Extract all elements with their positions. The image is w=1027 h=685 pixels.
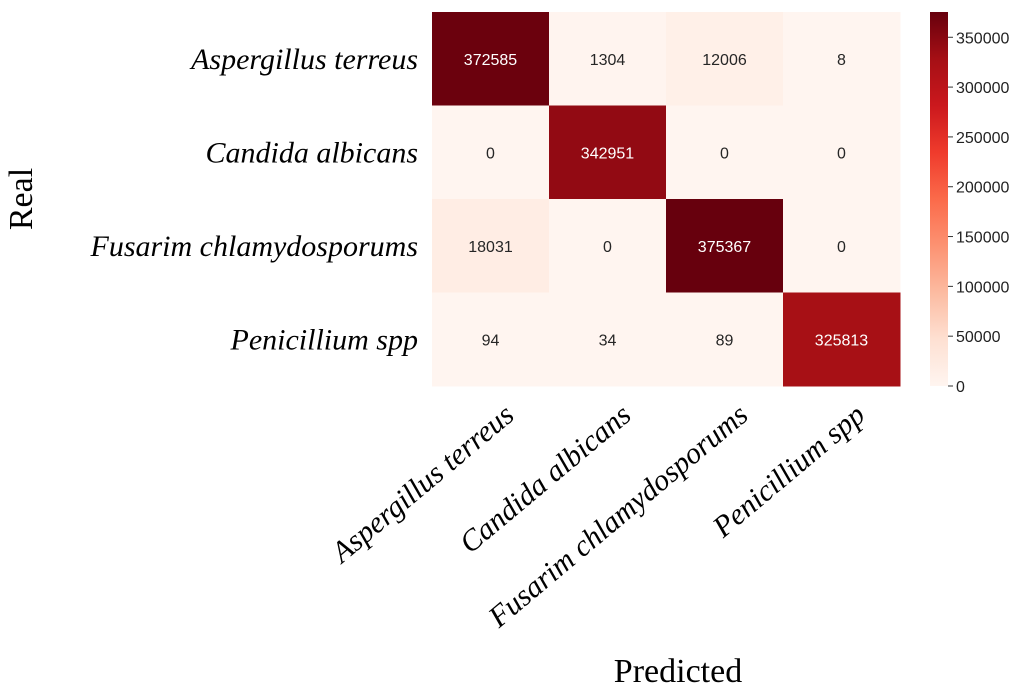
heatmap-cells: 372585 1304 12006 8 0 342951 0 0 18031 0 375367 0 94… <box>432 12 901 387</box>
cell-value-label: 0 <box>837 145 846 162</box>
colorbar-tick-label: 100000 <box>956 279 1009 296</box>
row-labels: Aspergillus terreus Candida albicans Fusar… <box>90 43 419 357</box>
colorbar-tick-label: 300000 <box>956 80 1009 97</box>
cell-value-label: 18031 <box>468 239 513 256</box>
colorbar-ticks: 0 50000 100000 150000 200000 250000 300000 3500… <box>948 30 1009 396</box>
cell-value-label: 0 <box>486 145 495 162</box>
heatmap-cell <box>549 292 667 387</box>
heatmap-cell <box>783 199 901 293</box>
colorbar: 0 50000 100000 150000 200000 250000 300000 3500… <box>930 12 1009 396</box>
heatmap-cell <box>549 12 667 106</box>
heatmap-cell <box>432 292 550 387</box>
heatmap-cell <box>666 199 784 293</box>
row-label: Penicillium spp <box>230 323 418 356</box>
cell-value-label: 94 <box>482 332 500 349</box>
row-label: Fusarim chlamydosporums <box>90 230 419 263</box>
cell-value-label: 0 <box>603 239 612 256</box>
cell-value-label: 89 <box>716 332 734 349</box>
colorbar-tick-label: 250000 <box>956 130 1009 147</box>
cell-value-label: 34 <box>599 332 617 349</box>
cell-value-label: 372585 <box>464 52 517 69</box>
cell-value-label: 375367 <box>698 239 751 256</box>
row-label: Candida albicans <box>205 136 418 169</box>
colorbar-tick-label: 200000 <box>956 180 1009 197</box>
cell-value-label: 8 <box>837 52 846 69</box>
colorbar-tick-label: 150000 <box>956 230 1009 247</box>
heatmap-cell <box>432 199 550 293</box>
colorbar-tick-label: 50000 <box>956 329 1001 346</box>
row-label: Aspergillus terreus <box>189 43 418 76</box>
cell-value-label: 342951 <box>581 145 634 162</box>
y-axis-title: Real <box>3 168 40 230</box>
cell-value-label: 1304 <box>590 52 626 69</box>
heatmap-cell <box>783 292 901 387</box>
heatmap-cell <box>783 105 901 200</box>
heatmap-cell <box>666 292 784 387</box>
colorbar-gradient <box>930 12 948 386</box>
heatmap-cell <box>432 105 550 200</box>
heatmap-cell <box>432 12 550 106</box>
heatmap-cell <box>666 12 784 106</box>
cell-value-label: 0 <box>720 145 729 162</box>
cell-value-label: 12006 <box>702 52 747 69</box>
heatmap-cell <box>783 12 901 106</box>
heatmap-cell <box>549 105 667 200</box>
colorbar-tick-label: 350000 <box>956 30 1009 47</box>
heatmap-cell <box>666 105 784 200</box>
x-axis-title: Predicted <box>614 653 742 685</box>
cell-value-label: 0 <box>837 239 846 256</box>
cell-value-label: 325813 <box>815 332 868 349</box>
heatmap-cell <box>549 199 667 293</box>
colorbar-tick-label: 0 <box>956 379 965 396</box>
